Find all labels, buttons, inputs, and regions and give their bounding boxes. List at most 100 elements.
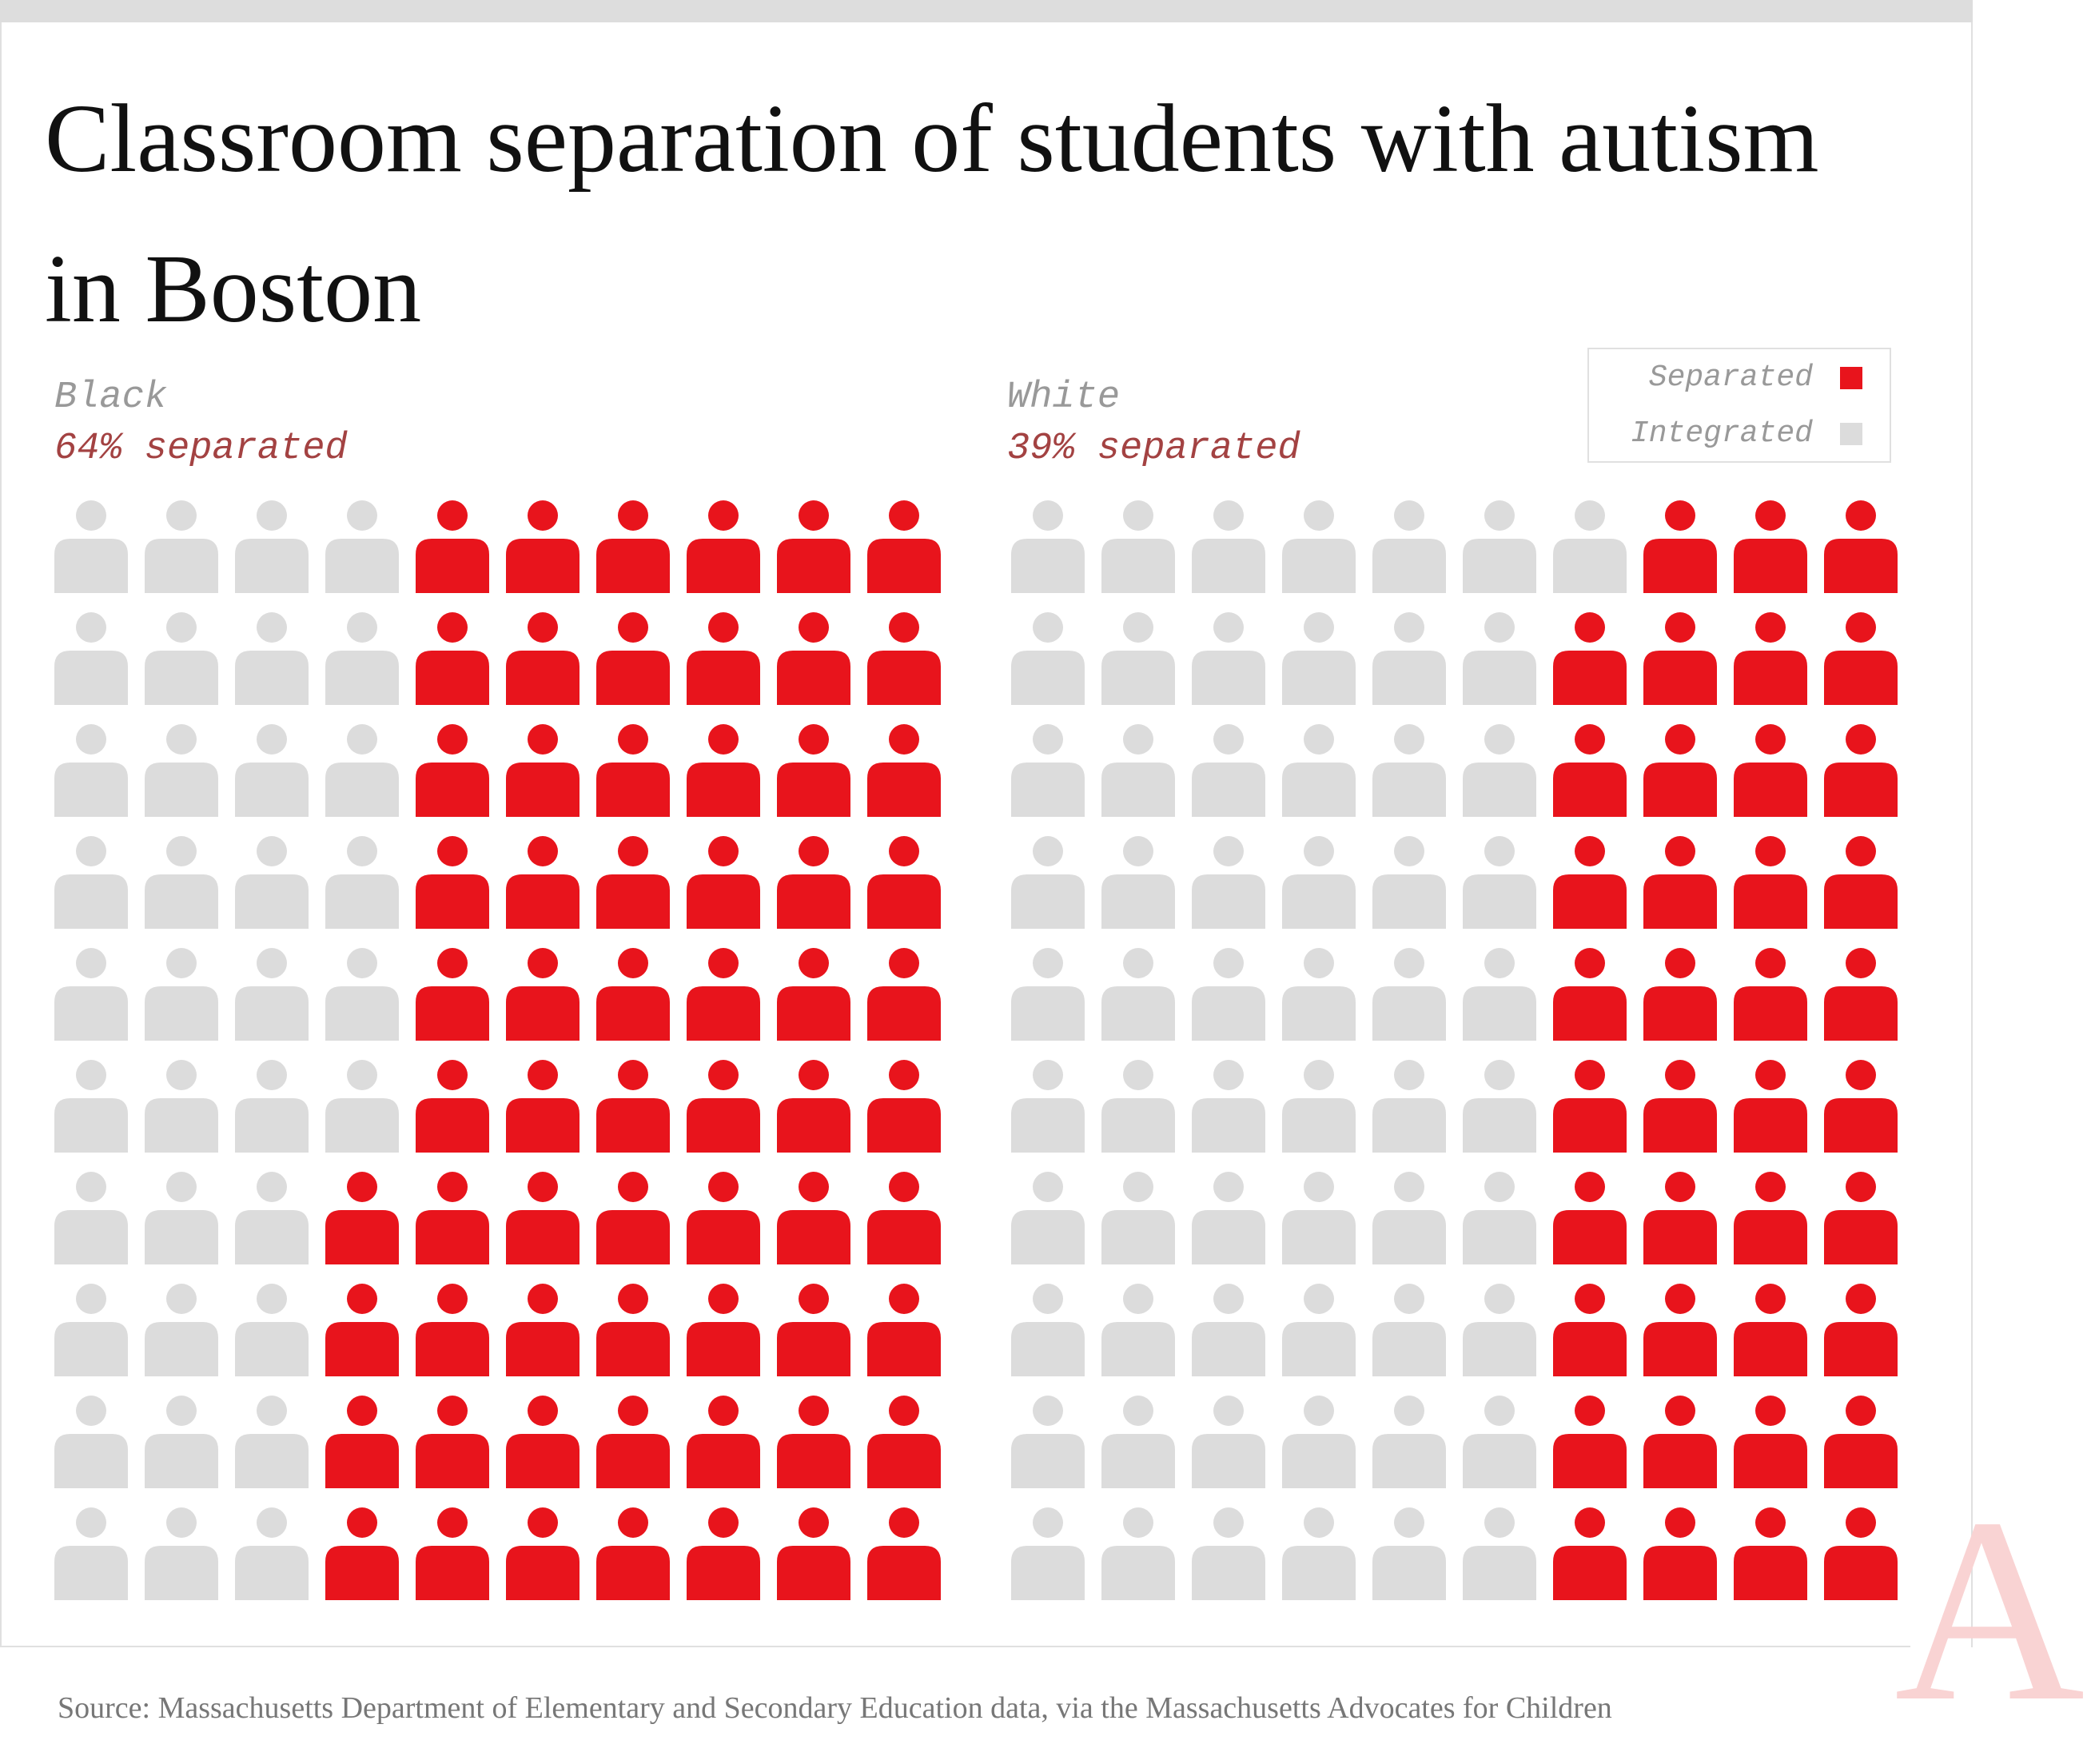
person-head (708, 948, 739, 978)
person-body (1643, 1434, 1717, 1488)
person-head (1213, 500, 1244, 531)
person-icon-integrated (145, 948, 218, 1041)
person-body (1101, 874, 1175, 929)
person-body (777, 986, 850, 1041)
person-icon-separated (1643, 724, 1717, 817)
person-head (618, 948, 648, 978)
person-icon-integrated (1192, 612, 1265, 705)
person-icon-separated (506, 948, 580, 1041)
person-head (1394, 1396, 1424, 1426)
person-body (1192, 1546, 1265, 1600)
person-icon-separated (506, 500, 580, 593)
person-head (1033, 948, 1063, 978)
person-icon-integrated (1011, 612, 1085, 705)
person-head (1846, 612, 1876, 643)
person-icon-integrated (1372, 1172, 1446, 1264)
person-head (437, 1507, 468, 1538)
person-icon-separated (777, 1284, 850, 1376)
person-body (867, 763, 941, 817)
person-body (145, 1546, 218, 1600)
waffle-white (1011, 500, 1898, 1600)
person-head (1033, 1284, 1063, 1314)
person-icon-integrated (235, 1172, 309, 1264)
person-head (889, 948, 919, 978)
person-body (1553, 1098, 1627, 1153)
person-body (506, 1546, 580, 1600)
person-body (687, 1434, 760, 1488)
person-body (1734, 1434, 1807, 1488)
person-icon-separated (1643, 1060, 1717, 1153)
person-body (1463, 1098, 1536, 1153)
person-head (437, 724, 468, 755)
person-icon-integrated (1192, 1396, 1265, 1488)
person-icon-separated (777, 724, 850, 817)
person-head (1123, 1060, 1153, 1090)
person-icon-integrated (1463, 1172, 1536, 1264)
person-body (325, 1546, 399, 1600)
person-body (145, 539, 218, 593)
person-icon-separated (687, 1060, 760, 1153)
person-body (325, 1322, 399, 1376)
person-head (76, 500, 106, 531)
person-head (618, 1172, 648, 1202)
person-body (777, 651, 850, 705)
person-body (416, 1098, 489, 1153)
group-name-black: Black (54, 376, 168, 419)
person-head (1394, 612, 1424, 643)
person-icon-separated (596, 1060, 670, 1153)
person-head (1484, 948, 1515, 978)
person-body (1372, 1210, 1446, 1264)
person-head (799, 612, 829, 643)
person-icon-separated (416, 1507, 489, 1600)
person-head (1123, 1396, 1153, 1426)
person-body (1824, 1546, 1898, 1600)
person-head (1304, 1284, 1334, 1314)
person-body (777, 1322, 850, 1376)
person-icon-separated (687, 1507, 760, 1600)
person-icon-separated (867, 612, 941, 705)
person-icon-separated (1824, 836, 1898, 929)
frame-border-left (0, 22, 2, 1647)
person-body (777, 1210, 850, 1264)
person-icon-separated (867, 1060, 941, 1153)
person-head (528, 1507, 558, 1538)
person-icon-separated (867, 1396, 941, 1488)
person-body (1824, 874, 1898, 929)
person-body (1463, 539, 1536, 593)
person-head (1394, 724, 1424, 755)
person-body (1734, 539, 1807, 593)
person-body (1192, 1434, 1265, 1488)
chart-title: Classroom separation of students with au… (45, 85, 1819, 343)
person-head (708, 1284, 739, 1314)
person-body (1643, 1322, 1717, 1376)
person-body (325, 539, 399, 593)
person-icon-integrated (1463, 948, 1536, 1041)
person-head (166, 1060, 197, 1090)
person-body (145, 763, 218, 817)
person-head (1575, 948, 1605, 978)
person-body (1282, 539, 1356, 593)
person-icon-separated (416, 1396, 489, 1488)
person-head (1304, 612, 1334, 643)
person-body (1463, 763, 1536, 817)
person-head (799, 836, 829, 866)
person-head (1575, 1060, 1605, 1090)
person-head (1665, 1507, 1695, 1538)
person-head (1123, 948, 1153, 978)
person-head (76, 948, 106, 978)
person-icon-separated (416, 1060, 489, 1153)
person-body (1372, 986, 1446, 1041)
person-head (1665, 612, 1695, 643)
person-head (1755, 612, 1786, 643)
person-icon-integrated (1463, 836, 1536, 929)
person-head (708, 1396, 739, 1426)
person-icon-separated (1643, 1284, 1717, 1376)
person-head (1213, 948, 1244, 978)
person-head (889, 612, 919, 643)
person-head (708, 836, 739, 866)
person-body (1734, 1546, 1807, 1600)
publication-logo: A (1894, 1464, 2085, 1756)
person-head (528, 836, 558, 866)
person-head (1484, 724, 1515, 755)
